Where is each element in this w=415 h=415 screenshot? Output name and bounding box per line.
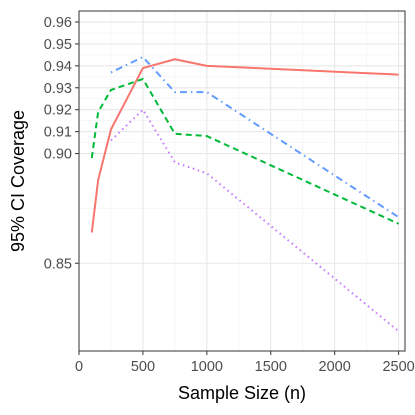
y-axis: 0.85 0.90 0.91 0.92 0.93 0.94 0.95 0.96 — [44, 15, 79, 272]
y-tick-label: 0.91 — [44, 125, 72, 141]
x-tick-label: 2500 — [382, 359, 414, 375]
series-layer — [90, 56, 400, 333]
x-tick-label: 0 — [75, 359, 83, 375]
series-line-2 — [90, 78, 400, 225]
x-axis-title: Sample Size (n) — [178, 383, 306, 403]
x-tick-label: 2000 — [319, 359, 351, 375]
grid-major — [78, 11, 405, 351]
y-axis-title: 95% CI Coverage — [8, 110, 28, 252]
x-tick-label: 1000 — [191, 359, 223, 375]
x-tick-label: 1500 — [255, 359, 287, 375]
y-tick-label: 0.95 — [44, 37, 72, 53]
y-tick-label: 0.96 — [44, 15, 72, 31]
x-tick-label: 500 — [131, 359, 155, 375]
y-tick-label: 0.90 — [44, 147, 72, 163]
y-tick-label: 0.94 — [44, 59, 72, 75]
x-axis: 0 500 1000 1500 2000 2500 — [75, 351, 415, 375]
series-line-1 — [90, 58, 399, 233]
y-tick-label: 0.85 — [44, 256, 72, 272]
plot-border — [78, 10, 406, 352]
y-tick-label: 0.93 — [44, 81, 72, 97]
series-line-3 — [110, 56, 400, 219]
y-tick-label: 0.92 — [44, 103, 72, 119]
